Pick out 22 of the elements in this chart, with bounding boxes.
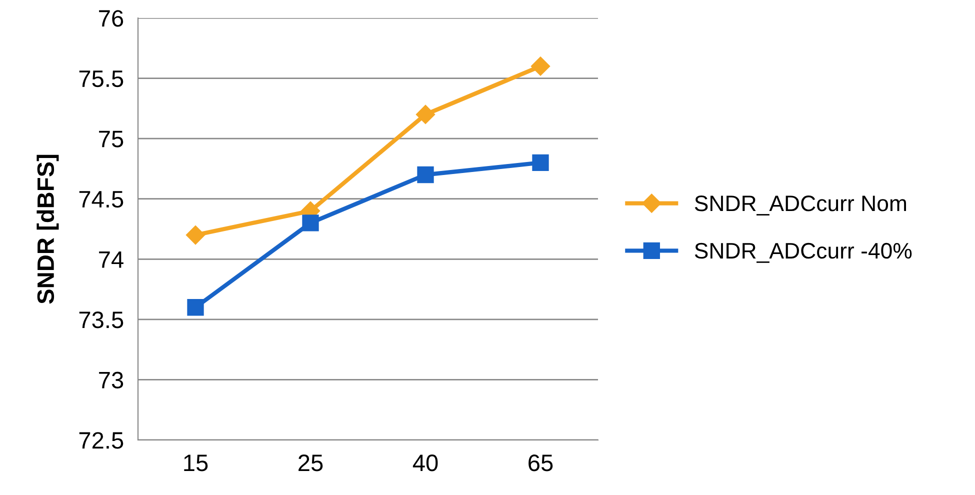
legend-label: SNDR_ADCcurr -40% [694,242,912,263]
point [530,56,550,76]
legend-label: SNDR_ADCcurr Nom [694,196,906,216]
y-tick-label: 73.5 [79,311,124,328]
y-tick-label: 75.5 [79,70,124,88]
y-tick-label: 74 [99,251,124,268]
y-tick-label: 72.5 [79,432,124,449]
y-tick-label: 75 [99,130,124,148]
point [302,214,319,232]
point [532,154,549,172]
x-tick-label: 40 [412,454,438,472]
y-tick-label: 74.5 [79,191,124,208]
y-tick-label: 76 [99,10,124,27]
x-tick-label: 15 [184,454,208,472]
y-tick-label: 73 [99,372,124,388]
x-tick-label: 25 [298,454,323,472]
x-tick-label: 65 [528,454,553,472]
point [417,166,434,184]
point [186,225,206,245]
point [416,104,436,124]
y-axis-title: SNDR [dBFS] [36,154,59,304]
point [187,299,204,316]
